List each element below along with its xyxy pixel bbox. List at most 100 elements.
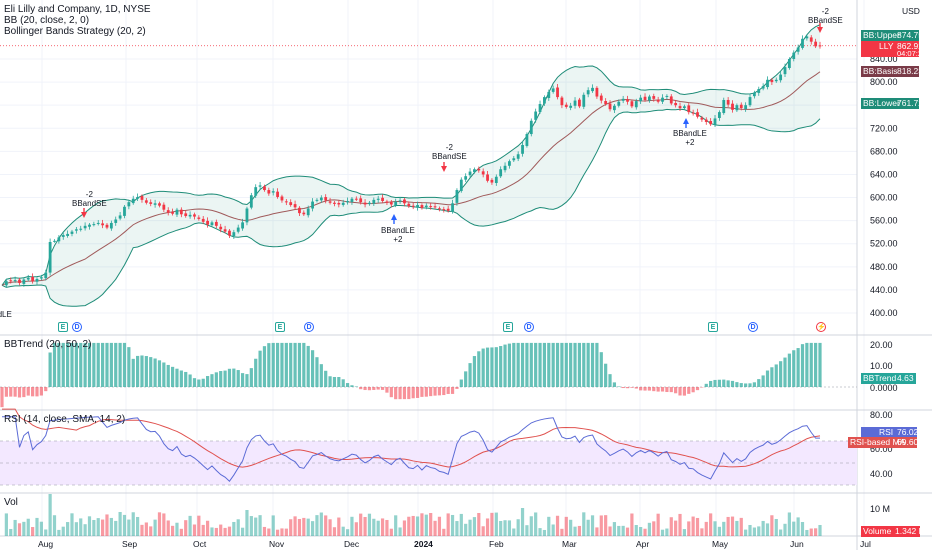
- candle-body: [363, 202, 367, 205]
- bbtrend-bar: [258, 350, 262, 387]
- earnings-icon[interactable]: E: [58, 322, 68, 332]
- dividend-icon[interactable]: D: [748, 322, 758, 332]
- candle-body: [263, 186, 266, 191]
- bbtrend-bar: [485, 347, 490, 387]
- bbtrend-bar: [166, 364, 170, 387]
- volume-bar: [481, 526, 485, 536]
- candle-body: [149, 202, 153, 204]
- volume-bar: [201, 524, 205, 536]
- bbtrend-bar: [744, 383, 748, 387]
- volume-bar: [625, 527, 630, 536]
- volume-bar: [621, 525, 625, 536]
- volume-bar: [499, 520, 503, 536]
- bbtrend-bar: [586, 342, 590, 387]
- volume-bars: [4, 494, 822, 536]
- bbtrend-bar: [625, 387, 630, 389]
- volume-bar: [682, 529, 686, 536]
- signal-long-0[interactable]: BBandLE+2: [0, 310, 12, 319]
- candle-body: [372, 199, 376, 204]
- candle-body: [144, 200, 148, 203]
- candle-body: [687, 105, 691, 113]
- candle-body: [564, 104, 568, 107]
- bb-lower-tag: BB:Lower 761.72: [861, 98, 923, 109]
- volume-bar: [310, 521, 315, 536]
- bbtrend-bar: [442, 387, 446, 396]
- price-tick-label: 480.00: [870, 262, 898, 272]
- volume-bar: [380, 518, 385, 536]
- bbtrend-bar: [573, 342, 577, 387]
- bbtrend-bar: [555, 342, 560, 387]
- candle-body: [346, 201, 349, 203]
- candle-body: [796, 47, 800, 52]
- symbol-title[interactable]: Eli Lilly and Company, 1D, NYSE: [4, 4, 151, 15]
- candle-body: [696, 112, 699, 117]
- bbtrend-bar: [0, 387, 4, 408]
- price-tick-label: 800.00: [870, 77, 898, 87]
- bb-indicator-label[interactable]: BB (20, close, 2, 0): [4, 15, 90, 26]
- dividend-icon[interactable]: D: [304, 322, 314, 332]
- signal-short-2[interactable]: -2 BBandSE: [432, 143, 467, 161]
- bbtrend-bar: [271, 342, 275, 387]
- short-arrow-icon: [81, 212, 87, 218]
- bbtrend-bar: [70, 342, 74, 387]
- earnings-icon[interactable]: E: [708, 322, 718, 332]
- rsi-title[interactable]: RSI (14, close, SMA, 14, 2): [4, 414, 126, 425]
- bbtrend-bar: [232, 368, 236, 387]
- candle-body: [494, 176, 498, 183]
- volume-bar: [490, 512, 494, 536]
- volume-bar: [39, 521, 43, 536]
- candle-body: [140, 196, 144, 200]
- candle-body: [48, 241, 52, 273]
- strategy-label[interactable]: Bollinger Bands Strategy (20, 2): [4, 26, 146, 37]
- bbtrend-bar: [796, 348, 800, 387]
- candle-body: [818, 45, 822, 47]
- signal-long-1[interactable]: BBandLE +2: [381, 226, 415, 244]
- bbtrend-bar: [455, 387, 459, 389]
- volume-bar: [564, 516, 568, 536]
- bbtrend-bar: [74, 342, 78, 387]
- bbtrend-bar: [245, 374, 249, 387]
- bbtrend-title[interactable]: BBTrend (20, 50, 2): [4, 339, 92, 350]
- earnings-icon[interactable]: E: [503, 322, 513, 332]
- volume-title[interactable]: Vol: [4, 497, 18, 508]
- bbtrend-bar: [407, 387, 411, 400]
- volume-bar: [109, 517, 113, 536]
- bbtrend-bar: [459, 379, 463, 387]
- currency-label[interactable]: USD: [902, 6, 920, 16]
- rsi-tick-label: 40.00: [870, 469, 893, 479]
- candle-body: [731, 103, 734, 110]
- bbtrend-bar: [512, 342, 516, 387]
- candle-body: [153, 203, 157, 205]
- volume-bar: [254, 517, 258, 536]
- candle-body: [228, 230, 231, 236]
- volume-bar: [757, 526, 761, 536]
- signal-long-2[interactable]: BBandLE +2: [673, 129, 707, 147]
- bbtrend-bar: [752, 382, 756, 387]
- volume-bar: [674, 520, 678, 536]
- candle-body: [398, 200, 402, 202]
- dividend-icon[interactable]: D: [72, 322, 82, 332]
- candle-body: [53, 240, 56, 242]
- bbtrend-bar: [525, 342, 529, 387]
- volume-bar: [796, 517, 800, 536]
- dividend-icon[interactable]: D: [524, 322, 534, 332]
- bbtrend-bar: [341, 379, 345, 387]
- rsi-ma-tag: RSI-based MA 69.60: [848, 437, 919, 448]
- bbtrend-bar: [398, 387, 402, 400]
- split-lightning-icon[interactable]: ⚡: [816, 322, 826, 332]
- candle-body: [503, 165, 507, 171]
- volume-bar: [420, 513, 424, 536]
- candle-body: [595, 87, 599, 97]
- signal-short-3[interactable]: -2 BBandSE: [808, 7, 843, 25]
- candle-body: [175, 209, 179, 215]
- candle-body: [757, 89, 761, 93]
- volume-bar: [153, 519, 157, 536]
- earnings-icon[interactable]: E: [275, 322, 285, 332]
- candle-body: [96, 222, 100, 224]
- volume-bar: [437, 516, 442, 536]
- bbtrend-bar: [35, 387, 39, 397]
- signal-short-1[interactable]: -2 BBandSE: [72, 190, 107, 208]
- bbtrend-bar: [687, 387, 691, 394]
- volume-bar: [652, 521, 656, 536]
